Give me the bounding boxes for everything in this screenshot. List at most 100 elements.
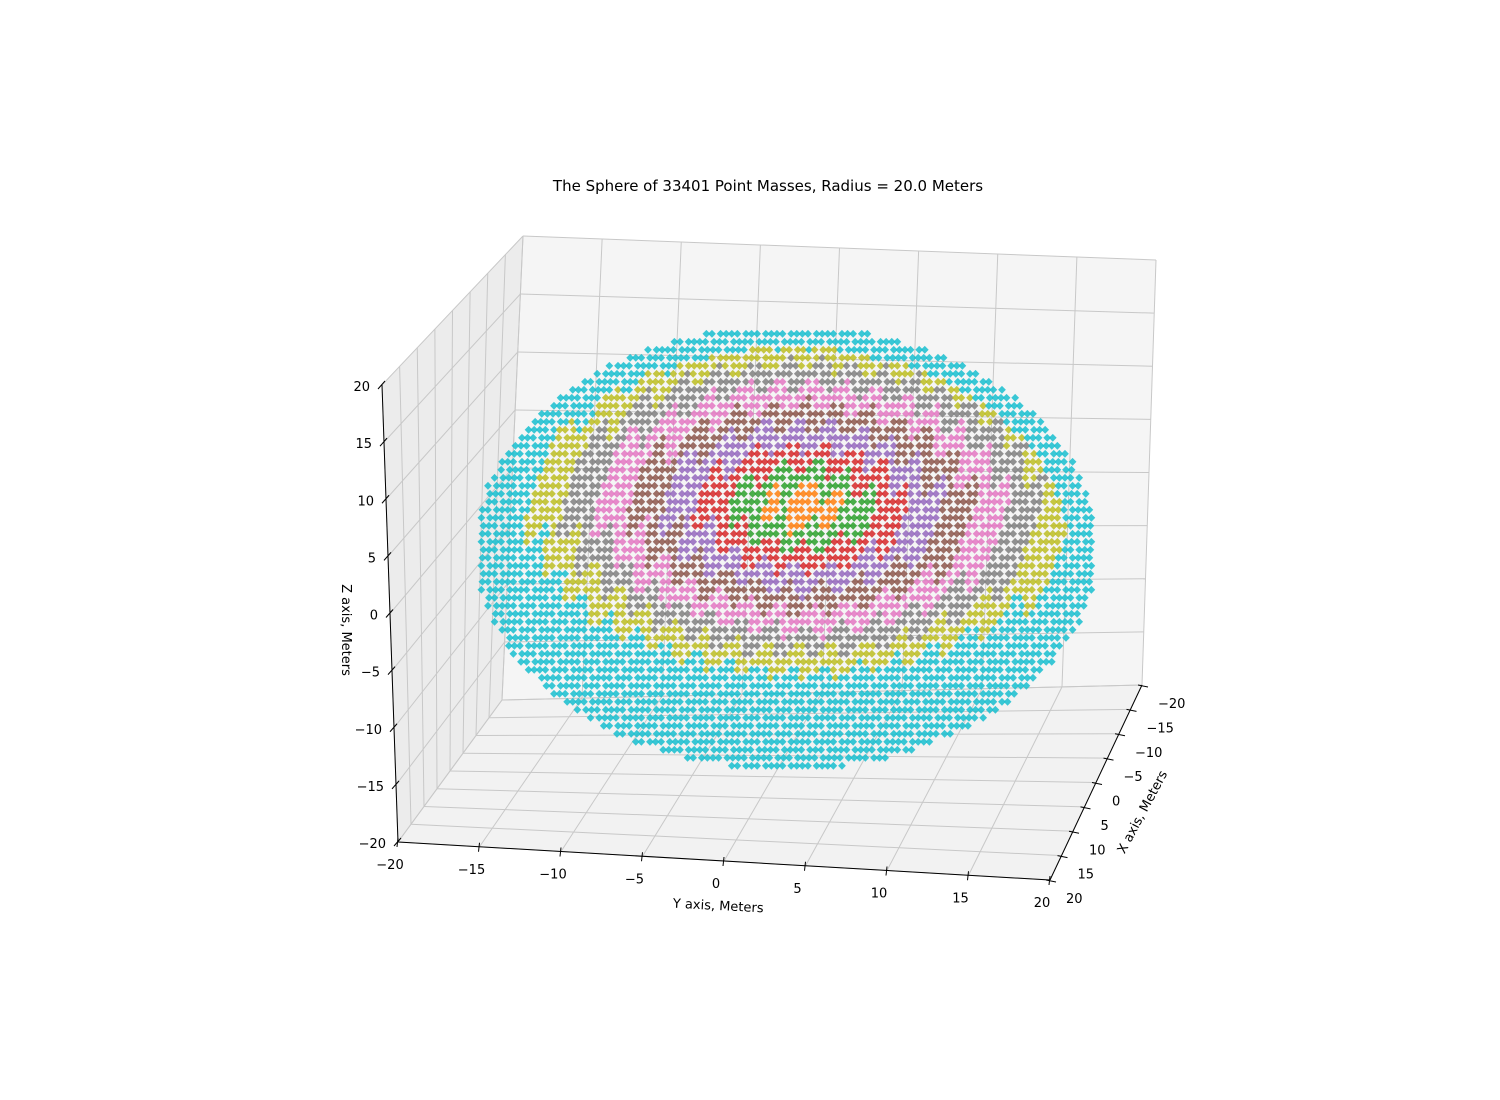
sphere-point <box>753 377 762 386</box>
sphere-point <box>979 425 988 434</box>
sphere-point <box>818 425 827 434</box>
sphere-point <box>818 377 827 386</box>
sphere-point <box>945 401 954 410</box>
sphere-point <box>1011 393 1020 402</box>
sphere-point <box>721 385 730 394</box>
sphere-point <box>593 369 602 378</box>
y-tick-label: 20 <box>1034 896 1051 911</box>
x-tick-label: −10 <box>1135 746 1162 761</box>
sphere-point <box>849 401 858 410</box>
sphere-point <box>594 385 603 394</box>
sphere-point <box>851 433 860 442</box>
sphere-point <box>849 377 858 386</box>
sphere-point <box>659 385 668 394</box>
sphere-point <box>722 425 731 434</box>
sphere-point <box>1011 417 1020 426</box>
sphere-point <box>1036 417 1045 426</box>
sphere-point <box>626 377 635 386</box>
sphere-point <box>817 433 826 442</box>
sphere-point <box>850 393 859 402</box>
sphere-point <box>625 385 634 394</box>
sphere-point <box>819 369 828 378</box>
sphere-point <box>722 329 731 338</box>
z-tick-label: 15 <box>355 437 372 452</box>
sphere-point <box>786 337 795 346</box>
sphere-point <box>946 393 955 402</box>
x-tick-label: 20 <box>1066 892 1083 907</box>
sphere-point <box>851 385 860 394</box>
sphere-point <box>657 353 666 362</box>
sphere-point <box>723 345 732 354</box>
sphere-point <box>593 417 602 426</box>
sphere-point <box>881 345 890 354</box>
sphere-point <box>625 409 634 418</box>
sphere-point <box>978 385 987 394</box>
sphere-point <box>691 377 700 386</box>
sphere-point <box>626 425 635 434</box>
sphere-point <box>723 369 732 378</box>
sphere-point <box>689 393 698 402</box>
sphere-point <box>785 417 794 426</box>
z-axis-label: Z axis, Meters <box>338 584 353 676</box>
sphere-point <box>915 345 924 354</box>
z-tick-label: 10 <box>357 494 374 509</box>
sphere-point <box>915 417 924 426</box>
sphere-point <box>723 417 732 426</box>
sphere-point <box>945 377 954 386</box>
sphere-point <box>1029 409 1037 418</box>
sphere-point <box>689 369 698 378</box>
sphere-point <box>881 369 890 378</box>
sphere-point <box>849 353 858 362</box>
sphere-point <box>818 329 827 338</box>
sphere-point <box>754 417 763 426</box>
sphere-point <box>817 337 826 346</box>
floor-grid-x-line <box>436 788 1085 808</box>
x-tick-label: 0 <box>1112 795 1120 810</box>
sphere-point <box>659 409 668 418</box>
sphere-point <box>721 337 730 346</box>
sphere-point <box>657 377 666 386</box>
side-grid-z-line <box>387 409 516 557</box>
sphere-point <box>849 329 858 338</box>
z-tick-label: −10 <box>355 723 382 738</box>
sphere-point <box>722 377 731 386</box>
sphere-point <box>819 417 828 426</box>
x-tick-label: 10 <box>1089 843 1106 858</box>
sphere-point <box>819 393 828 402</box>
sphere-point <box>626 401 635 410</box>
x-tick-label: −15 <box>1147 721 1174 736</box>
sphere-point <box>625 361 634 370</box>
sphere-point <box>690 337 699 346</box>
sphere-point <box>851 361 860 370</box>
sphere-point <box>594 433 603 442</box>
sphere-point <box>562 393 571 402</box>
sphere-point <box>850 417 859 426</box>
x-tick-label: 5 <box>1101 819 1109 834</box>
sphere-point <box>913 409 922 418</box>
side-grid-x-line <box>449 310 453 772</box>
sphere-point <box>595 377 604 386</box>
sphere-point <box>1021 425 1030 434</box>
sphere-point <box>849 425 858 434</box>
z-tick-label: 0 <box>370 609 378 624</box>
sphere-point <box>721 433 730 442</box>
side-grid-z-line <box>385 351 519 500</box>
sphere-point <box>690 409 699 418</box>
y-tick-label: 5 <box>793 882 801 897</box>
sphere-point <box>754 345 763 354</box>
sphere-point <box>785 369 794 378</box>
sphere-point <box>785 393 794 402</box>
sphere-point <box>1010 401 1019 410</box>
sphere-point <box>817 361 826 370</box>
x-tick-label: 15 <box>1078 868 1095 883</box>
sphere-point <box>753 329 762 338</box>
floor-grid-y-line <box>968 686 1063 876</box>
sphere-point <box>658 393 667 402</box>
side-grid-z-line <box>383 293 521 443</box>
sphere-point <box>563 433 572 442</box>
sphere-point <box>915 369 924 378</box>
sphere-point <box>915 393 924 402</box>
sphere-point <box>689 417 698 426</box>
sphere-point <box>595 401 604 410</box>
y-tick-label: −10 <box>539 868 566 883</box>
